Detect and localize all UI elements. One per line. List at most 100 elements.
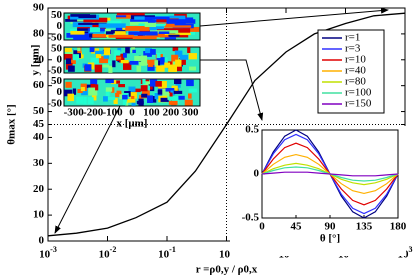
speckle [95,84,99,91]
speckle [84,64,92,71]
speckle [146,33,170,38]
speckle [164,32,191,36]
speckle [77,88,83,94]
x-tick-label: 100 [143,107,160,119]
speckle [158,81,167,88]
speckle [91,94,97,101]
speckle [171,54,179,62]
speckle [150,49,156,55]
speckle [90,57,99,65]
speckle [68,65,75,72]
speckle [188,93,192,99]
speckle [103,47,111,56]
speckle [130,19,153,22]
speckle [122,52,127,58]
speckle [111,87,115,93]
speckle [108,34,134,38]
y-tick-label: 60 [33,79,45,91]
speckle [114,31,126,36]
speckle [170,90,176,96]
speckle [160,97,169,102]
y-tick-label: 30 [33,157,45,169]
speckle [134,55,142,62]
speckle [108,65,113,73]
speckle [183,26,200,32]
speckle [115,80,121,84]
speckle [187,47,191,53]
x-tick-label: 90 [325,221,337,233]
y-tick-label: -50 [47,97,62,109]
speckle [129,92,137,99]
speckle [174,79,182,85]
speckle [142,79,146,85]
speckle [140,55,148,61]
speckle [87,97,94,105]
speckle [171,85,178,93]
x-tick-label: 300 [182,107,199,119]
speckle [145,48,153,54]
legend-label: r=10 [345,54,366,66]
speckle [131,95,135,101]
speckle [70,30,85,35]
speckle [95,51,102,59]
speckle [141,60,148,66]
speckle [172,47,179,52]
speckle [118,84,126,88]
speckle [78,22,107,25]
speckle [139,95,143,100]
speckle [98,23,126,28]
legend-label: r=80 [345,76,366,88]
speckle [107,97,116,101]
x-tick-label: 0 [259,221,265,233]
speckle [88,87,98,96]
speckle [169,92,173,101]
curve [47,12,406,237]
speckle [129,60,139,65]
speckle [168,96,174,101]
speckle [149,79,158,87]
y-tick-label: 50 [33,105,45,117]
arrow [54,105,121,234]
speckle [105,89,110,97]
speckle [173,90,183,94]
speckle [86,84,92,89]
speckle [178,95,185,100]
speckle [138,98,144,106]
speckle [64,53,73,60]
speckle [68,50,74,55]
speckle [147,65,155,71]
y-axis-label: θmax [°] [6,104,18,144]
speckle [136,65,142,72]
speckle [162,57,168,64]
speckle [72,88,77,95]
x-tick-label: -300 [64,107,85,119]
speckle [142,16,170,20]
speckle [65,81,72,88]
speckle [73,37,92,40]
speckle [132,36,157,40]
speckle [156,57,165,65]
y-tick-label: 45 [33,118,45,130]
speckle [179,58,186,65]
y-tick-label: 0 [57,86,63,98]
speckle [122,94,128,100]
speckle [129,20,148,26]
speckle [154,60,159,67]
speckle [143,50,152,57]
speckle [149,85,153,90]
speckle [166,19,196,24]
speckle [164,62,171,68]
speckle [80,86,85,92]
legend-label: r=40 [345,65,366,77]
y-tick-label: 90 [33,2,45,14]
speckle [102,64,110,68]
speckle [65,58,72,65]
speckle [175,84,181,88]
x-tick-label: -200 [83,107,104,119]
speckle [105,79,114,84]
y-tick-label: 70 [33,53,45,65]
y-tick-label: -50 [47,31,62,43]
speckle [134,16,145,20]
speckle [147,95,154,103]
